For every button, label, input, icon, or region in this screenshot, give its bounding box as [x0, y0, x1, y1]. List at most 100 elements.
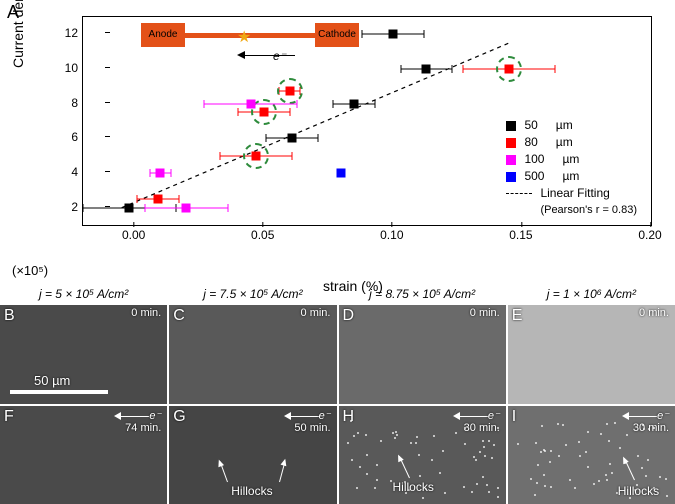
- y-axis-scale: (×10⁵): [12, 263, 48, 278]
- legend-value: 100: [524, 151, 544, 168]
- electron-label: e⁻: [657, 409, 669, 422]
- micrograph-panel: E 0 min.: [508, 305, 675, 404]
- plot-area: Anode ★ Cathode e⁻ 50µm80µm100µm500µm: [82, 16, 652, 226]
- x-tick: 0.05: [251, 228, 274, 242]
- micrograph-panel: D 0 min.: [339, 305, 506, 404]
- panel-letter: I: [512, 408, 516, 426]
- error-cap: [423, 30, 424, 38]
- electron-arrow-line: [458, 416, 488, 417]
- legend-fit-label: Linear Fitting: [540, 185, 609, 202]
- error-cap: [150, 169, 151, 177]
- micrograph-panel: Fe⁻74 min.: [0, 406, 167, 504]
- error-cap: [299, 87, 300, 95]
- panel-time: 30 min.: [464, 422, 500, 434]
- error-cap: [204, 100, 205, 108]
- panel-time: 0 min.: [301, 307, 331, 319]
- electron-arrow-head: [453, 412, 460, 420]
- error-cap: [237, 108, 238, 116]
- error-cap: [137, 195, 138, 203]
- legend-unit: µm: [562, 151, 579, 168]
- electron-arrow-head: [114, 412, 121, 420]
- legend-swatch-icon: [506, 121, 516, 131]
- y-tick: 12: [54, 27, 78, 39]
- legend-swatch-icon: [506, 138, 516, 148]
- legend-value: 80: [524, 134, 537, 151]
- x-tick: 0.15: [509, 228, 532, 242]
- legend-box: 50µm80µm100µm500µm Linear Fitting (Pears…: [506, 117, 637, 219]
- micrograph-panel: Ie⁻30 min.Hillocks: [508, 406, 675, 504]
- panel-time: 50 min.: [294, 422, 330, 434]
- y-tick: 6: [54, 131, 78, 143]
- error-cap: [178, 195, 179, 203]
- x-tick: 0.00: [122, 228, 145, 242]
- scale-bar: [10, 390, 108, 394]
- micrograph-panel: C 0 min.: [169, 305, 336, 404]
- hillock-label: Hillocks: [618, 484, 659, 498]
- error-cap: [170, 169, 171, 177]
- y-tick: 8: [54, 97, 78, 109]
- star-icon: ★: [237, 27, 251, 47]
- error-cap: [361, 30, 362, 38]
- panel-letter: C: [173, 307, 185, 325]
- hillock-label: Hillocks: [231, 484, 272, 498]
- micrograph-panel: Ge⁻50 min. Hillocks: [169, 406, 336, 504]
- electron-arrow-head: [237, 51, 245, 59]
- panel-letter: F: [4, 408, 14, 426]
- error-cap: [289, 108, 290, 116]
- electron-label: e⁻: [488, 409, 500, 422]
- panel-time: 0 min.: [131, 307, 161, 319]
- panel-letter: B: [4, 307, 15, 325]
- legend-fit-row: Linear Fitting: [506, 185, 637, 202]
- panel-time: 0 min.: [470, 307, 500, 319]
- panel-time: 0 min.: [639, 307, 669, 319]
- panel-letter: E: [512, 307, 523, 325]
- electron-arrow-line: [241, 55, 295, 56]
- data-marker: [422, 65, 431, 74]
- y-tick: 4: [54, 166, 78, 178]
- data-marker: [285, 86, 294, 95]
- data-marker: [505, 65, 514, 74]
- micrograph-panel: B 0 min. 50 µm: [0, 305, 167, 404]
- micrograph-column-header: j = 5 × 10⁵ A/cm²: [0, 285, 167, 303]
- data-marker: [251, 151, 260, 160]
- hillock-arrow-icon: [279, 460, 286, 482]
- figure-root: A Current density (A/cm²) Anode ★ Cathod…: [0, 0, 675, 504]
- legend-swatch-icon: [506, 155, 516, 165]
- legend-item: 500µm: [506, 168, 637, 185]
- panel-a: A Current density (A/cm²) Anode ★ Cathod…: [0, 0, 675, 285]
- error-cap: [279, 87, 280, 95]
- x-tick: 0.20: [638, 228, 661, 242]
- electron-label: e⁻: [149, 409, 161, 422]
- chart-container: Current density (A/cm²) Anode ★ Cathode …: [46, 12, 660, 252]
- error-cap: [266, 134, 267, 142]
- error-cap: [83, 204, 84, 212]
- micrograph-panel: He⁻30 min.Hillocks: [339, 406, 506, 504]
- error-cap: [333, 100, 334, 108]
- data-marker: [153, 195, 162, 204]
- y-tick: 10: [54, 62, 78, 74]
- y-axis-title: Current density (A/cm²): [10, 0, 26, 68]
- electron-arrow-head: [284, 412, 291, 420]
- legend-item: 50µm: [506, 117, 637, 134]
- electron-arrow-line: [119, 416, 149, 417]
- scale-bar-label: 50 µm: [34, 373, 70, 388]
- electron-arrow-line: [627, 416, 657, 417]
- panel-letter: D: [343, 307, 355, 325]
- data-marker: [182, 203, 191, 212]
- error-cap: [317, 134, 318, 142]
- error-cap: [462, 65, 463, 73]
- panel-letter: G: [173, 408, 185, 426]
- legend-item: 100 µm: [506, 151, 637, 168]
- error-cap: [219, 152, 220, 160]
- data-marker: [288, 134, 297, 143]
- legend-item: 80 µm: [506, 134, 637, 151]
- error-cap: [555, 65, 556, 73]
- legend-unit: µm: [556, 134, 573, 151]
- electron-label: e⁻: [319, 409, 331, 422]
- y-tick: 2: [54, 201, 78, 213]
- electron-arrow-line: [289, 416, 319, 417]
- error-cap: [374, 100, 375, 108]
- hillock-label: Hillocks: [393, 480, 434, 494]
- anode-box: Anode: [141, 23, 185, 47]
- cathode-box: Cathode: [315, 23, 359, 47]
